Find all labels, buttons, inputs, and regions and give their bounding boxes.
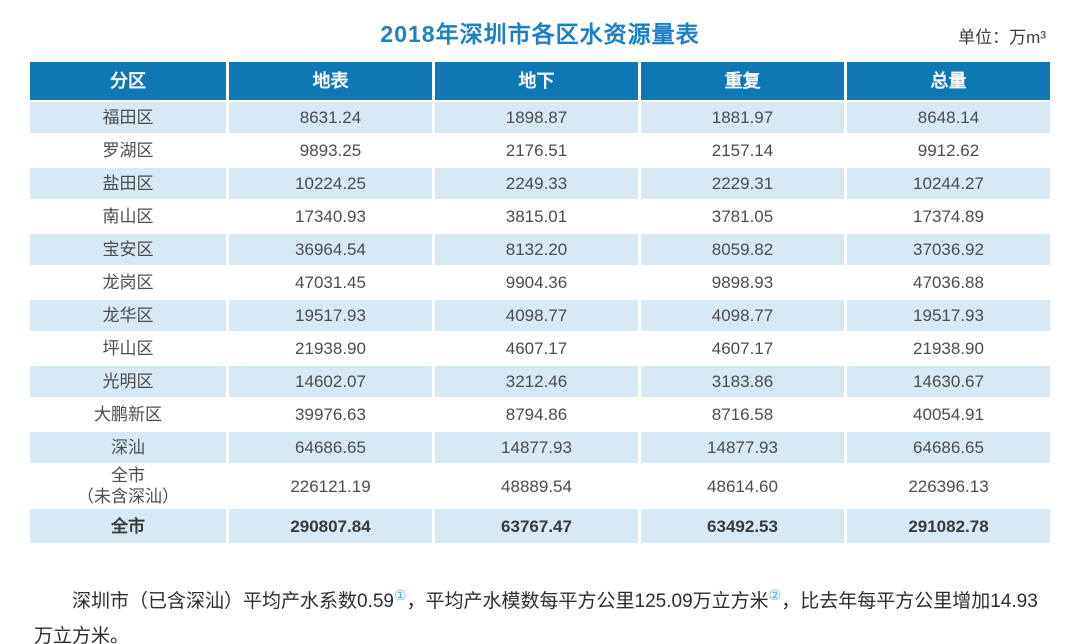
table-row: 全市 290807.84 63767.47 63492.53 291082.78 (30, 509, 1050, 543)
value-cell: 226121.19 (229, 465, 432, 507)
value-cell: 64686.65 (847, 432, 1050, 463)
value-cell: 63767.47 (435, 509, 638, 543)
column-header-total: 总量 (847, 62, 1050, 100)
value-cell: 1881.97 (641, 102, 844, 133)
footnote-segment: ，平均产水模数每平方公里125.09万立方米 (406, 591, 769, 612)
value-cell: 17374.89 (847, 201, 1050, 232)
value-cell: 4607.17 (641, 333, 844, 364)
value-cell: 14877.93 (641, 432, 844, 463)
table-row: 龙岗区 47031.45 9904.36 9898.93 47036.88 (30, 267, 1050, 298)
value-cell: 9893.25 (229, 135, 432, 166)
footnote-segment: ，比去年每平方公里增加14.93万立方米。 (34, 591, 1038, 644)
district-cell: 盐田区 (30, 168, 226, 199)
district-cell: 大鹏新区 (30, 399, 226, 430)
table-row: 罗湖区 9893.25 2176.51 2157.14 9912.62 (30, 135, 1050, 166)
district-cell: 全市 （未含深汕） (30, 465, 226, 507)
water-resources-table: 分区 地表 地下 重复 总量 福田区 8631.24 1898.87 1881.97 8… (30, 62, 1050, 543)
value-cell: 14877.93 (435, 432, 638, 463)
value-cell: 9898.93 (641, 267, 844, 298)
table-row: 光明区 14602.07 3212.46 3183.86 14630.67 (30, 366, 1050, 397)
table-row: 福田区 8631.24 1898.87 1881.97 8648.14 (30, 102, 1050, 133)
value-cell: 1898.87 (435, 102, 638, 133)
value-cell: 21938.90 (229, 333, 432, 364)
district-cell: 光明区 (30, 366, 226, 397)
value-cell: 2229.31 (641, 168, 844, 199)
district-cell: 南山区 (30, 201, 226, 232)
table-row: 大鹏新区 39976.63 8794.86 8716.58 40054.91 (30, 399, 1050, 430)
value-cell: 4098.77 (435, 300, 638, 331)
district-cell: 坪山区 (30, 333, 226, 364)
value-cell: 48889.54 (435, 465, 638, 507)
column-header-duplicate: 重复 (641, 62, 844, 100)
value-cell: 8794.86 (435, 399, 638, 430)
table-row: 全市 （未含深汕） 226121.19 48889.54 48614.60 226396… (30, 465, 1050, 507)
table-row: 盐田区 10224.25 2249.33 2229.31 10244.27 (30, 168, 1050, 199)
value-cell: 47031.45 (229, 267, 432, 298)
value-cell: 36964.54 (229, 234, 432, 265)
district-cell: 罗湖区 (30, 135, 226, 166)
value-cell: 39976.63 (229, 399, 432, 430)
value-cell: 9904.36 (435, 267, 638, 298)
value-cell: 291082.78 (847, 509, 1050, 543)
table-header-row: 分区 地表 地下 重复 总量 (30, 62, 1050, 100)
district-cell: 全市 (30, 509, 226, 543)
district-cell: 福田区 (30, 102, 226, 133)
value-cell: 14602.07 (229, 366, 432, 397)
value-cell: 17340.93 (229, 201, 432, 232)
value-cell: 63492.53 (641, 509, 844, 543)
value-cell: 19517.93 (229, 300, 432, 331)
value-cell: 37036.92 (847, 234, 1050, 265)
column-header-district: 分区 (30, 62, 226, 100)
value-cell: 2157.14 (641, 135, 844, 166)
value-cell: 9912.62 (847, 135, 1050, 166)
value-cell: 290807.84 (229, 509, 432, 543)
value-cell: 40054.91 (847, 399, 1050, 430)
value-cell: 14630.67 (847, 366, 1050, 397)
district-cell: 宝安区 (30, 234, 226, 265)
column-header-underground: 地下 (435, 62, 638, 100)
value-cell: 8132.20 (435, 234, 638, 265)
table-row: 坪山区 21938.90 4607.17 4607.17 21938.90 (30, 333, 1050, 364)
value-cell: 19517.93 (847, 300, 1050, 331)
value-cell: 8716.58 (641, 399, 844, 430)
value-cell: 2249.33 (435, 168, 638, 199)
value-cell: 226396.13 (847, 465, 1050, 507)
value-cell: 3781.05 (641, 201, 844, 232)
value-cell: 8648.14 (847, 102, 1050, 133)
value-cell: 4607.17 (435, 333, 638, 364)
value-cell: 3815.01 (435, 201, 638, 232)
table-row: 南山区 17340.93 3815.01 3781.05 17374.89 (30, 201, 1050, 232)
value-cell: 47036.88 (847, 267, 1050, 298)
table-row: 深汕 64686.65 14877.93 14877.93 64686.65 (30, 432, 1050, 463)
footnote-text: 深圳市（已含深汕）平均产水系数0.59①，平均产水模数每平方公里125.09万立… (34, 584, 1048, 644)
table-title: 2018年深圳市各区水资源量表 (380, 21, 700, 47)
unit-label: 单位：万m³ (958, 28, 1046, 47)
value-cell: 2176.51 (435, 135, 638, 166)
value-cell: 48614.60 (641, 465, 844, 507)
district-cell: 深汕 (30, 432, 226, 463)
value-cell: 10224.25 (229, 168, 432, 199)
district-cell: 龙岗区 (30, 267, 226, 298)
table-row: 龙华区 19517.93 4098.77 4098.77 19517.93 (30, 300, 1050, 331)
table-row: 宝安区 36964.54 8132.20 8059.82 37036.92 (30, 234, 1050, 265)
footnote-segment: 深圳市（已含深汕）平均产水系数0.59 (72, 591, 394, 612)
value-cell: 8631.24 (229, 102, 432, 133)
value-cell: 3183.86 (641, 366, 844, 397)
value-cell: 21938.90 (847, 333, 1050, 364)
value-cell: 10244.27 (847, 168, 1050, 199)
district-cell: 龙华区 (30, 300, 226, 331)
value-cell: 4098.77 (641, 300, 844, 331)
column-header-surface: 地表 (229, 62, 432, 100)
value-cell: 3212.46 (435, 366, 638, 397)
value-cell: 8059.82 (641, 234, 844, 265)
value-cell: 64686.65 (229, 432, 432, 463)
